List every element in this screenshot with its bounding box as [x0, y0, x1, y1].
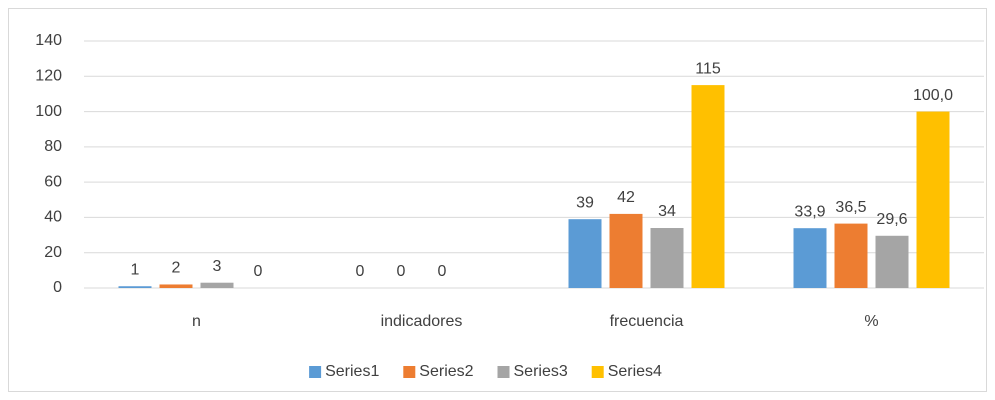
bar [691, 85, 725, 288]
data-label: 2 [172, 260, 181, 277]
data-label: 42 [617, 189, 635, 206]
y-tick-label: 20 [44, 244, 62, 261]
data-label: 34 [658, 203, 676, 220]
data-label: 36,5 [835, 199, 866, 216]
bar [916, 111, 950, 288]
y-tick-label: 120 [35, 68, 62, 85]
legend-swatch [591, 366, 604, 378]
y-tick-label: 80 [44, 138, 62, 155]
data-label: 0 [254, 263, 263, 280]
bar [159, 284, 193, 288]
legend-label: Series4 [608, 363, 662, 380]
legend-label: Series2 [419, 363, 473, 380]
legend-swatch [497, 366, 510, 378]
x-tick-label: n [192, 313, 201, 330]
bar [118, 286, 152, 288]
data-label: 100,0 [913, 87, 953, 104]
y-tick-label: 40 [44, 209, 62, 226]
x-tick-label: % [864, 313, 878, 330]
y-tick-label: 140 [35, 32, 62, 49]
bar [609, 213, 643, 288]
y-tick-label: 100 [35, 103, 62, 120]
bar [650, 228, 684, 288]
x-tick-label: frecuencia [610, 313, 684, 330]
data-label: 0 [356, 263, 365, 280]
legend-label: Series3 [514, 363, 568, 380]
legend-swatch [403, 366, 416, 378]
bar [568, 219, 602, 288]
data-label: 0 [397, 263, 406, 280]
data-label: 29,6 [876, 211, 907, 228]
bar [200, 282, 234, 288]
data-label: 39 [576, 194, 594, 211]
data-label: 115 [695, 60, 721, 77]
legend-label: Series1 [325, 363, 379, 380]
chart-frame [8, 8, 987, 392]
data-label: 33,9 [794, 203, 825, 220]
data-label: 0 [438, 263, 447, 280]
x-tick-label: indicadores [381, 313, 463, 330]
data-label: 1 [131, 261, 140, 278]
legend-swatch [309, 366, 322, 378]
bar [834, 223, 868, 288]
y-tick-label: 60 [44, 173, 62, 190]
bar [793, 228, 827, 288]
bar [875, 235, 909, 288]
data-label: 3 [213, 258, 222, 275]
y-tick-label: 0 [53, 279, 62, 296]
